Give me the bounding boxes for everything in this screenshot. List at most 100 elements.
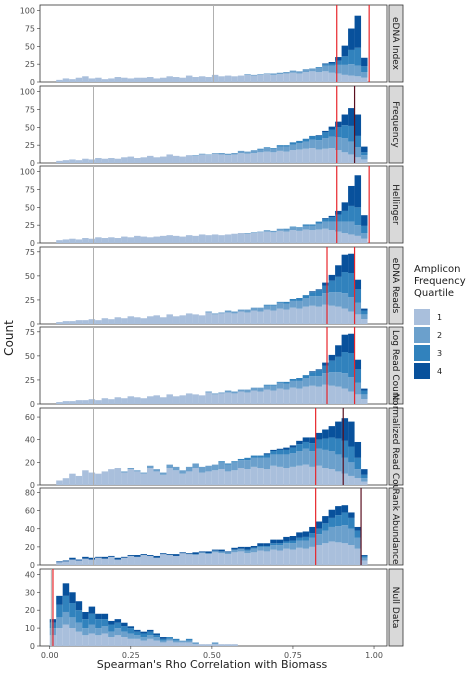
histogram-bar xyxy=(69,401,76,404)
histogram-bar xyxy=(270,465,277,485)
histogram-bar xyxy=(335,221,342,232)
histogram-bar xyxy=(354,526,362,531)
histogram-bar xyxy=(108,319,115,324)
histogram-bar xyxy=(166,314,173,324)
y-tick-label: 0 xyxy=(30,239,35,248)
histogram-bar xyxy=(166,235,173,243)
histogram-bar xyxy=(75,601,83,611)
histogram-bar xyxy=(283,309,290,324)
histogram-bar xyxy=(341,202,349,211)
histogram-bar xyxy=(257,231,264,233)
histogram-bar xyxy=(354,225,362,236)
histogram-bar xyxy=(296,308,303,324)
histogram-bar xyxy=(69,592,76,604)
histogram-bar xyxy=(276,146,284,151)
histogram-bar xyxy=(302,306,310,324)
legend-title-line: Amplicon xyxy=(414,264,460,275)
histogram-bar xyxy=(348,272,355,298)
histogram-bar xyxy=(95,635,102,646)
facet-strip xyxy=(388,165,404,244)
histogram-bar xyxy=(172,470,180,485)
histogram-bar xyxy=(231,462,238,471)
histogram-bar xyxy=(270,543,277,546)
histogram-bar xyxy=(328,372,336,386)
x-tick-label: 0.25 xyxy=(122,651,140,660)
histogram-bar xyxy=(140,640,148,646)
y-tick-label: 0 xyxy=(30,159,35,168)
histogram-bar xyxy=(192,554,199,556)
histogram-bar xyxy=(348,377,355,392)
histogram-bar xyxy=(75,559,83,561)
histogram-bar xyxy=(121,472,128,485)
histogram-bar xyxy=(75,400,83,404)
histogram-bar xyxy=(270,390,277,404)
histogram-bar xyxy=(315,439,323,449)
facet-panel: 0 25 50 75 eDNA Reads xyxy=(25,246,404,329)
histogram-bar xyxy=(88,633,96,646)
histogram-bar xyxy=(341,45,349,57)
histogram-bar xyxy=(302,540,310,549)
histogram-bar xyxy=(134,631,141,636)
histogram-bar xyxy=(185,471,193,485)
y-tick-label: 75 xyxy=(25,186,35,195)
histogram-bar xyxy=(121,626,128,632)
y-tick-label: 75 xyxy=(25,328,35,337)
histogram-bar xyxy=(205,644,212,646)
histogram-bar xyxy=(309,148,316,163)
histogram-bar xyxy=(328,385,336,404)
legend-title-line: Frequency xyxy=(414,276,466,287)
histogram-bar xyxy=(348,297,355,312)
histogram-bar xyxy=(328,62,336,64)
y-tick-label: 50 xyxy=(25,352,35,361)
histogram-bar xyxy=(341,543,349,565)
histogram-bar xyxy=(147,638,154,646)
histogram-bar xyxy=(322,218,329,219)
y-tick-label: 25 xyxy=(25,141,35,150)
facet-panel: 0 10 20 30 40 Null Data xyxy=(25,568,404,651)
histogram-bar xyxy=(283,468,290,485)
histogram-bar xyxy=(263,453,271,455)
histogram-bar xyxy=(270,549,277,565)
histogram-bar xyxy=(257,455,264,458)
histogram-bar xyxy=(218,235,225,243)
histogram-bar xyxy=(114,238,122,243)
histogram-bar xyxy=(263,545,271,547)
histogram-bar xyxy=(335,64,342,74)
histogram-bar xyxy=(276,145,284,147)
histogram-bar xyxy=(185,554,193,565)
histogram-bar xyxy=(192,463,199,469)
histogram-bar xyxy=(224,644,232,646)
y-tick-label: 25 xyxy=(25,60,35,69)
histogram-bar xyxy=(75,77,83,82)
histogram-bar xyxy=(127,628,135,634)
histogram-bar xyxy=(231,644,238,646)
histogram-bar xyxy=(335,506,342,516)
histogram-bar xyxy=(211,549,219,551)
histogram-bar xyxy=(322,468,329,485)
histogram-bar xyxy=(166,76,173,82)
histogram-bar xyxy=(218,154,225,163)
histogram-bar xyxy=(315,72,323,82)
histogram-bar xyxy=(205,465,212,472)
histogram-bar xyxy=(348,462,355,476)
histogram-bar xyxy=(198,153,206,155)
histogram-bar xyxy=(263,151,271,163)
histogram-bar xyxy=(257,311,264,324)
histogram-bar xyxy=(224,234,232,243)
histogram-bar xyxy=(185,642,193,646)
histogram-bar xyxy=(205,155,212,163)
histogram-bar xyxy=(361,215,368,226)
histogram-bar xyxy=(348,391,355,404)
histogram-bar xyxy=(218,549,225,552)
histogram-bar xyxy=(62,611,70,625)
histogram-bar xyxy=(211,393,219,395)
histogram-bar xyxy=(315,306,323,324)
histogram-bar xyxy=(361,155,368,160)
histogram-bar xyxy=(341,152,349,163)
histogram-bar xyxy=(211,313,219,315)
histogram-bar xyxy=(276,543,284,546)
histogram-bar xyxy=(121,557,128,565)
histogram-bar xyxy=(263,305,271,310)
histogram-bar xyxy=(198,472,206,485)
